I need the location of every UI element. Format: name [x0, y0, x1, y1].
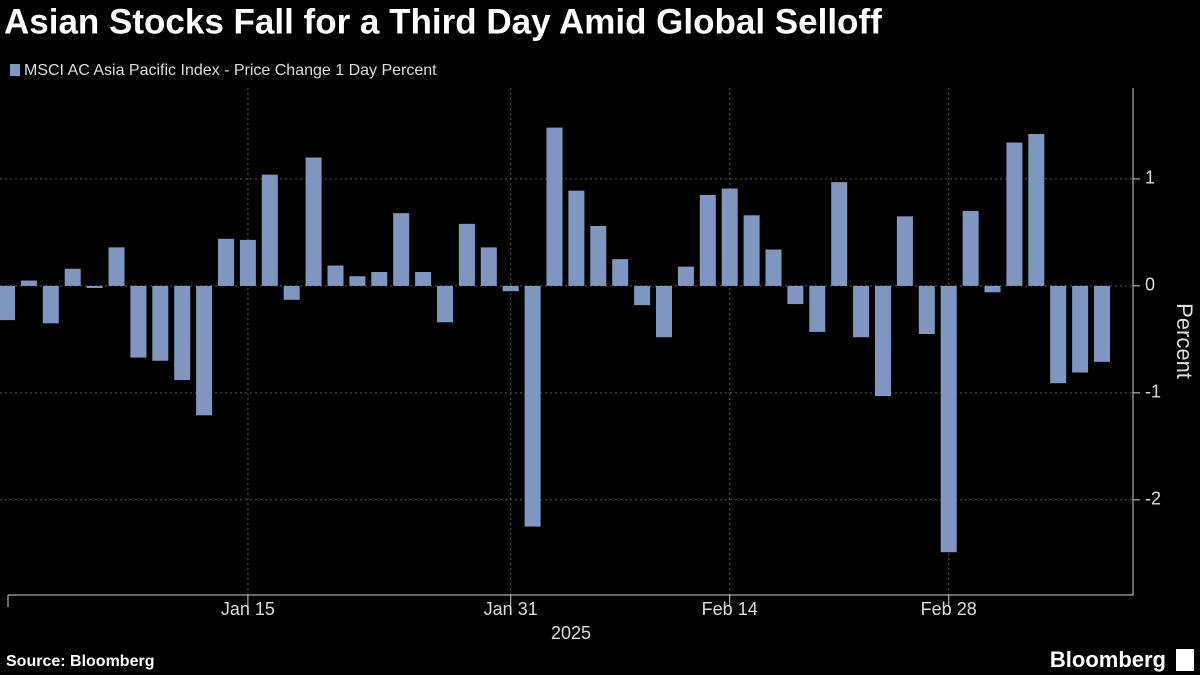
bar — [1050, 285, 1067, 384]
bar — [546, 127, 563, 286]
x-tick-label: Jan 15 — [221, 599, 275, 619]
bar — [480, 247, 497, 286]
bar — [809, 285, 826, 332]
x-tick-label: Jan 31 — [484, 599, 538, 619]
bar — [415, 271, 432, 286]
bar — [875, 285, 891, 397]
y-tick-label: 0 — [1145, 275, 1155, 295]
bar — [612, 259, 629, 286]
bar — [502, 285, 519, 292]
brand-icon — [1176, 649, 1194, 671]
bar — [787, 285, 804, 305]
bar — [721, 188, 738, 286]
chart-title: Asian Stocks Fall for a Third Day Amid G… — [4, 2, 882, 41]
x-tick-label: Feb 28 — [921, 599, 977, 619]
bar — [393, 213, 410, 286]
bar — [940, 285, 957, 553]
bar — [1006, 142, 1023, 286]
x-tick-label: Feb 14 — [702, 599, 758, 619]
bar — [656, 285, 672, 338]
bar — [130, 285, 147, 358]
bar — [896, 216, 913, 286]
bar — [218, 238, 234, 286]
bar — [196, 285, 213, 416]
bar — [20, 280, 37, 286]
bar — [962, 211, 979, 286]
bar — [1094, 285, 1110, 362]
bar — [86, 285, 103, 289]
bar — [634, 285, 651, 306]
y-tick-label: -1 — [1145, 382, 1161, 402]
legend-swatch — [10, 64, 20, 76]
source: Source: Bloomberg — [6, 653, 154, 670]
bar — [239, 239, 256, 286]
bar — [853, 285, 870, 338]
bar — [42, 285, 59, 324]
bar — [765, 249, 782, 286]
bar — [371, 271, 388, 286]
y-tick-label: 1 — [1145, 168, 1155, 188]
legend-label: MSCI AC Asia Pacific Index - Price Chang… — [24, 62, 437, 79]
bar — [283, 285, 300, 300]
bar — [524, 285, 541, 527]
bar — [0, 285, 15, 321]
bar — [108, 247, 125, 286]
bar — [327, 265, 344, 286]
bar — [568, 190, 585, 286]
bar — [458, 223, 475, 286]
bar — [152, 285, 169, 361]
bar — [174, 285, 191, 381]
bar — [677, 266, 694, 286]
bar — [699, 194, 716, 286]
bar — [437, 285, 453, 323]
y-axis-label: Percent — [1172, 303, 1197, 379]
bar — [984, 285, 1001, 293]
bar — [305, 157, 322, 286]
bar — [918, 285, 935, 335]
bar — [831, 182, 848, 286]
brand: Bloomberg — [1050, 647, 1166, 672]
bar — [1028, 133, 1045, 286]
bar — [590, 225, 607, 286]
bar — [349, 276, 366, 286]
bar — [743, 215, 760, 286]
x-axis-label: 2025 — [551, 623, 591, 643]
bar — [261, 174, 278, 286]
bar — [1072, 285, 1089, 373]
bar — [64, 268, 81, 286]
y-tick-label: -2 — [1145, 489, 1161, 509]
